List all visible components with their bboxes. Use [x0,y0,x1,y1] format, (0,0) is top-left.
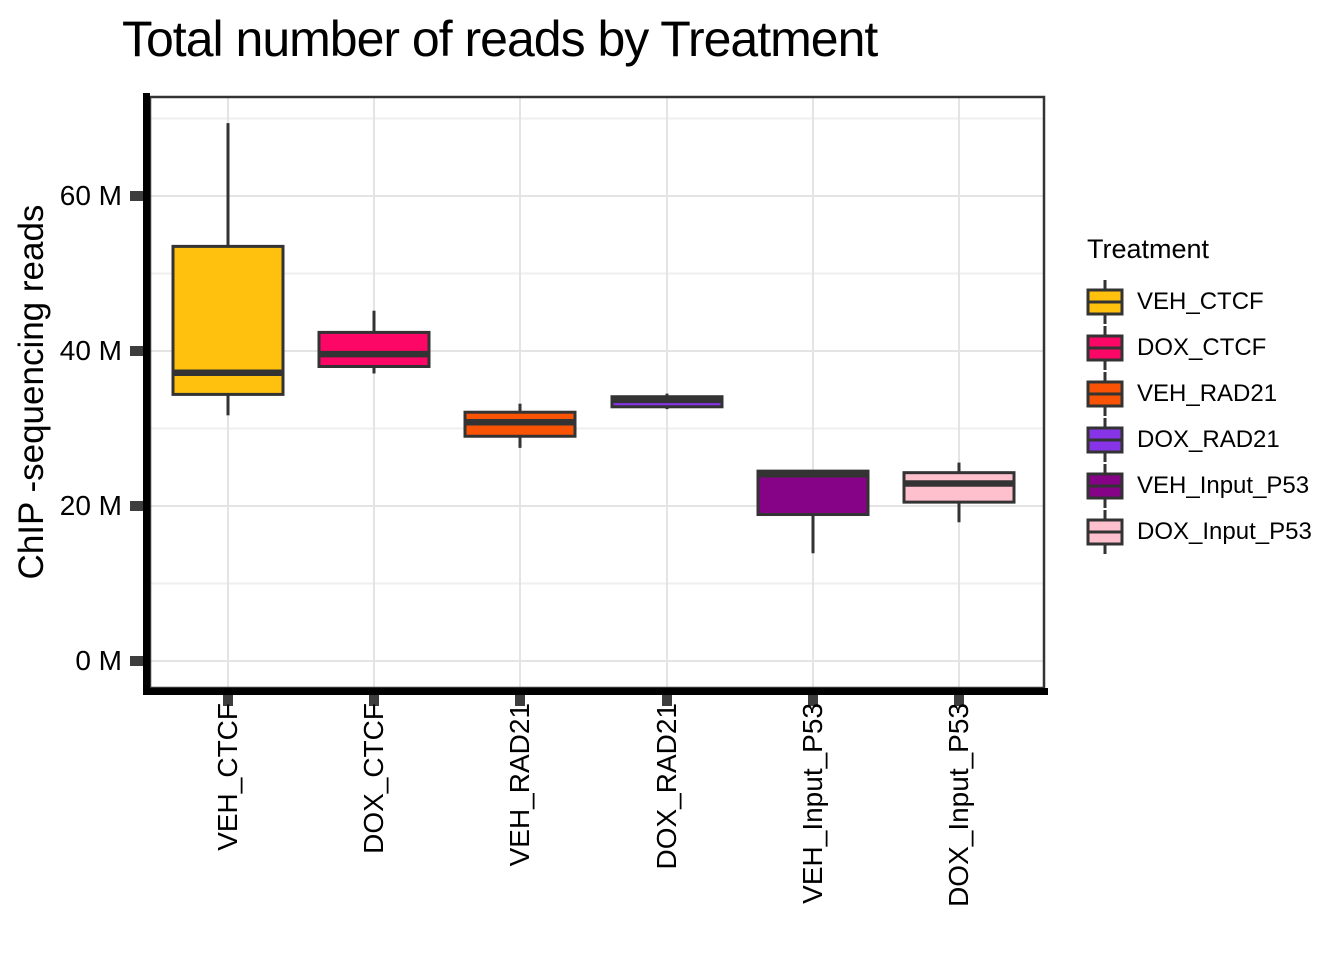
legend-item-label: DOX_CTCF [1137,334,1267,361]
legend-key-boxplot-icon [1086,326,1124,370]
legend-key-boxplot-icon [1086,418,1124,462]
x-tick-label: VEH_CTCF [212,703,243,851]
legend-item-label: VEH_Input_P53 [1137,472,1310,499]
legend-key-boxplot-icon [1086,510,1124,554]
y-tick-mark [130,501,143,511]
x-tick-mark [369,695,379,706]
legend-item: VEH_RAD21 [1085,371,1312,417]
y-tick-mark [130,346,143,356]
legend-key-boxplot-icon [1086,280,1124,324]
box-DOX_Input_P53 [902,471,1016,504]
legend-key-boxplot-icon [1086,464,1124,508]
x-tick-mark [954,695,964,706]
legend-item: DOX_Input_P53 [1085,509,1312,555]
legend-item: VEH_CTCF [1085,279,1312,325]
y-tick-label: 60 M [59,180,122,211]
box-DOX_CTCF [317,330,431,368]
legend-item: VEH_Input_P53 [1085,463,1312,509]
y-tick-label: 0 M [75,645,122,676]
y-axis-line [143,93,150,695]
x-tick-label: VEH_Input_P53 [797,703,828,904]
x-tick-label: DOX_RAD21 [651,703,682,870]
legend-item-label: DOX_Input_P53 [1137,518,1312,545]
y-tick-mark [130,656,143,666]
legend-item-label: VEH_CTCF [1137,288,1264,315]
y-tick-label: 40 M [59,335,122,366]
legend: Treatment VEH_CTCF DOX_CTCF VEH_RAD21 DOX_R… [1085,234,1312,555]
x-tick-mark [808,695,818,706]
x-axis-line [143,688,1048,695]
legend-item: DOX_RAD21 [1085,417,1312,463]
legend-item: DOX_CTCF [1085,325,1312,371]
x-tick-mark [662,695,672,706]
legend-item-label: VEH_RAD21 [1137,380,1278,407]
y-tick-mark [130,191,143,201]
legend-rows: VEH_CTCF DOX_CTCF VEH_RAD21 DOX_RAD21 VEH_In… [1085,279,1312,555]
x-tick-mark [223,695,233,706]
y-tick-label: 20 M [59,490,122,521]
legend-title: Treatment [1087,234,1210,264]
chart-title: Total number of reads by Treatment [122,11,878,67]
legend-item-label: DOX_RAD21 [1137,426,1280,453]
x-tick-label: DOX_CTCF [358,703,389,854]
x-tick-mark [515,695,525,706]
legend-key-boxplot-icon [1086,372,1124,416]
x-tick-label: DOX_Input_P53 [943,703,974,907]
x-tick-label: VEH_RAD21 [504,703,535,867]
box-VEH_Input_P53 [756,469,870,517]
